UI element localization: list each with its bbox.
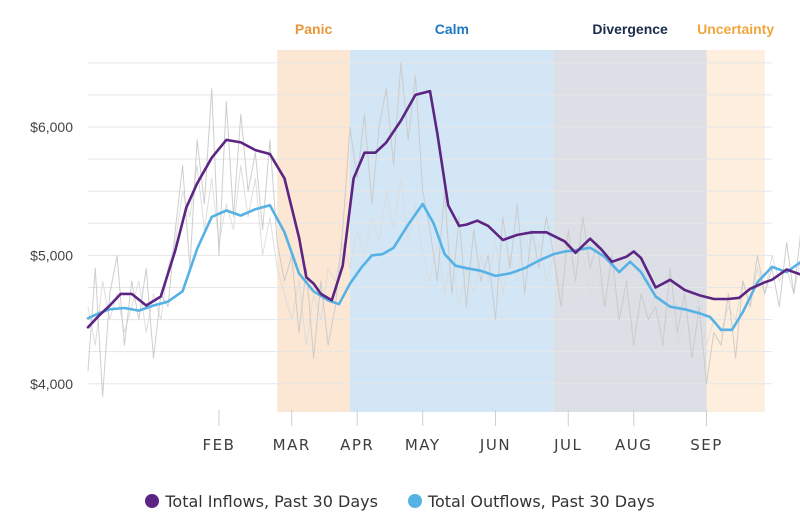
inflows-legend-marker [145,494,160,508]
series-lines [86,62,800,398]
phase-band-divergence [553,50,707,412]
y-tick-label: $5,000 [30,247,73,263]
legend-item-inflows: Total Inflows, Past 30 Days [145,492,378,511]
outflows-legend-label: Total Outflows, Past 30 Days [427,491,655,511]
x-tick-label: SEP [690,436,723,454]
x-tick-label: FEB [203,436,236,454]
series-line-3 [87,165,800,346]
legend-item-outflows: Total Outflows, Past 30 Days [407,491,655,511]
x-tick-label: JUN [479,436,511,454]
x-tick-label: JUL [553,436,582,454]
y-tick-label: $6,000 [30,119,73,135]
phase-bands: Panic Calm Divergence Uncertainty [277,21,774,412]
phase-label-uncertainty: Uncertainty [697,21,774,37]
x-tick-label: AUG [615,436,652,454]
x-tick-label: APR [340,436,374,454]
phase-label-calm: Calm [435,21,469,37]
outflows-legend-marker [407,494,422,508]
axis-labels: $6,000 $5,000 $4,000 FEB MAR APR MAY JUN JUL AUG S… [30,119,723,454]
series-line-0 [86,89,800,329]
x-tick-label: MAY [405,436,441,454]
series-line-1 [86,202,800,332]
y-tick-label: $4,000 [30,376,73,392]
inflows-legend-label: Total Inflows, Past 30 Days [165,491,378,511]
phase-label-divergence: Divergence [592,21,668,37]
legend: Total Inflows, Past 30 Days Total Outflo… [0,488,800,514]
x-tick-label: MAR [273,436,311,454]
line-chart: Panic Calm Divergence Uncertainty $6,000 $5,… [30,21,800,454]
phase-label-panic: Panic [295,21,333,37]
